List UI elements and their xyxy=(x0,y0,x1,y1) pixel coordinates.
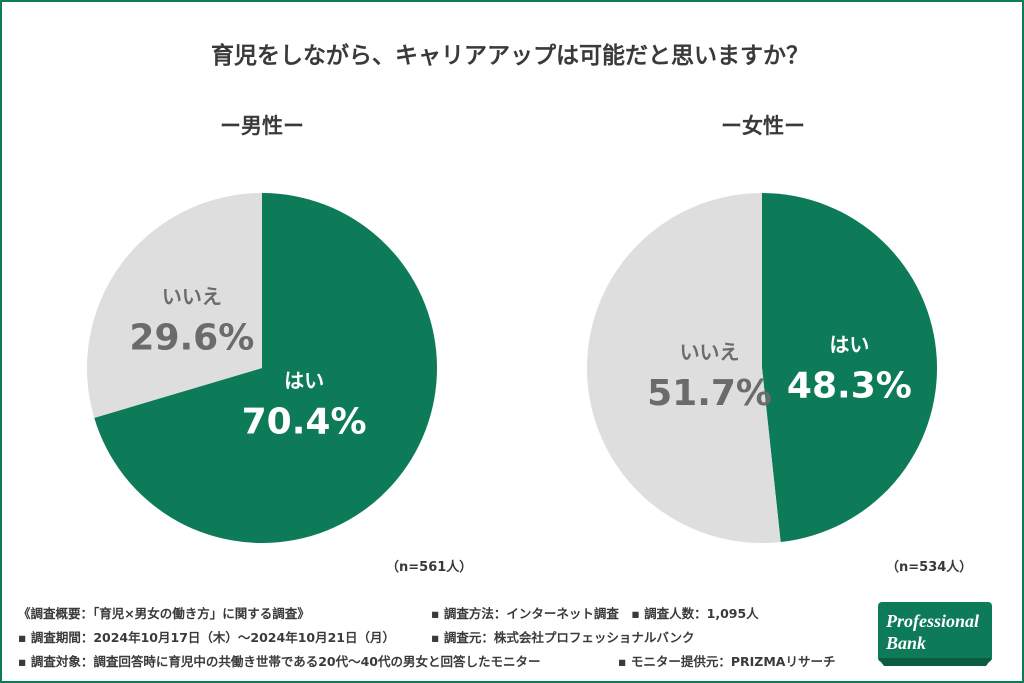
male-value-yes: 70.4% xyxy=(242,401,367,442)
logo-line2: Bank xyxy=(885,633,926,653)
female-group-label: ー女性ー xyxy=(721,114,805,138)
footer-survey-target: ▪ 調査対象：調査回答時に育児中の共働き世帯である20代～40代の男女と回答した… xyxy=(18,654,541,669)
female-value-yes: 48.3% xyxy=(787,365,912,406)
male-slice-no xyxy=(87,193,262,418)
footer-survey-method: ▪ 調査方法：インターネット調査 ▪ 調査人数：1,095人 xyxy=(431,606,759,621)
logo-background xyxy=(878,602,992,662)
female-slice-yes xyxy=(762,193,937,543)
logo-line1: Professional xyxy=(885,611,979,631)
male-label-yes: はい xyxy=(284,368,324,392)
male-sample-note: （n=561人） xyxy=(386,560,473,575)
chart-title: 育児をしながら、キャリアアップは可能だと思いますか？ xyxy=(211,43,809,69)
footer-monitor-provider: ▪ モニター提供元：PRIZMAリサーチ xyxy=(618,654,836,669)
logo-shadow xyxy=(878,658,992,666)
footer-survey-overview: 《調査概要：「育児×男女の働き方」に関する調査》 xyxy=(18,606,310,621)
professional-bank-logo: Professional Bank xyxy=(878,602,992,666)
male-label-no: いいえ xyxy=(162,285,222,309)
female-label-no: いいえ xyxy=(680,340,740,364)
male-group-label: ー男性ー xyxy=(220,114,304,138)
female-sample-note: （n=534人） xyxy=(886,560,973,575)
female-value-no: 51.7% xyxy=(647,373,772,414)
footer-survey-period: ▪ 調査期間：2024年10月17日（木）～2024年10月21日（月） xyxy=(18,630,395,645)
male-slice-yes xyxy=(94,193,438,543)
footer-survey-source: ▪ 調査元：株式会社プロフェッショナルバンク xyxy=(431,630,695,645)
female-label-yes: はい xyxy=(829,332,869,356)
male-value-no: 29.6% xyxy=(129,318,254,359)
female-slice-no xyxy=(586,193,781,543)
